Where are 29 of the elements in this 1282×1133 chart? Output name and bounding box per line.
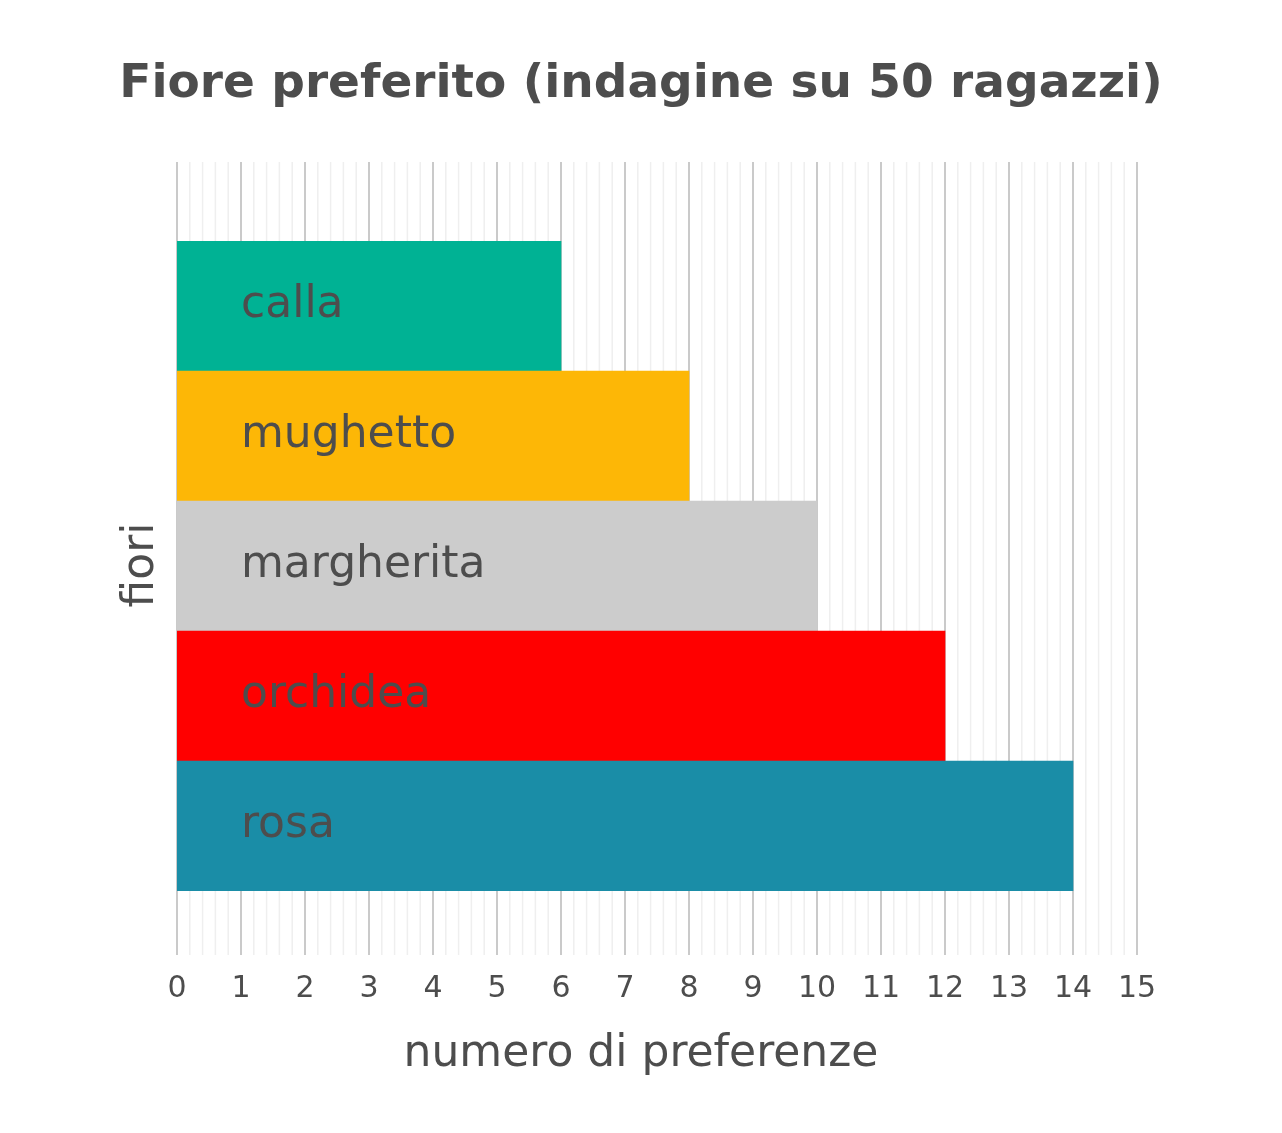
x-tick-label: 0 <box>167 968 187 1004</box>
y-axis-title: fiori <box>111 522 163 608</box>
x-tick-label: 2 <box>295 968 315 1004</box>
bar <box>177 630 946 762</box>
x-tick-label: 15 <box>1117 968 1157 1004</box>
chart-title: Fiore preferito (indagine su 50 ragazzi) <box>119 53 1163 108</box>
bar <box>177 241 562 372</box>
x-tick-label: 4 <box>423 968 443 1004</box>
x-tick-label: 10 <box>797 968 837 1004</box>
bar <box>177 760 1074 891</box>
x-tick-label: 3 <box>359 968 379 1004</box>
x-tick-label: 5 <box>487 968 507 1004</box>
x-tick-label: 9 <box>743 968 763 1004</box>
y-tick-label: calla <box>241 276 344 328</box>
y-tick-label: mughetto <box>241 406 457 458</box>
y-tick-label: rosa <box>241 796 335 848</box>
x-tick-label: 1 <box>231 968 251 1004</box>
x-tick-label: 8 <box>679 968 699 1004</box>
x-tick-label: 14 <box>1053 968 1093 1004</box>
x-tick-label: 11 <box>861 968 901 1004</box>
x-axis-title: numero di preferenze <box>403 1025 879 1076</box>
bar <box>177 370 690 502</box>
x-tick-label: 7 <box>615 968 635 1004</box>
x-tick-label: 13 <box>989 968 1029 1004</box>
x-tick-label: 12 <box>925 968 965 1004</box>
x-tick-label: 6 <box>551 968 571 1004</box>
bar <box>177 500 818 632</box>
y-tick-label: orchidea <box>241 666 432 718</box>
y-tick-label: margherita <box>241 536 486 588</box>
